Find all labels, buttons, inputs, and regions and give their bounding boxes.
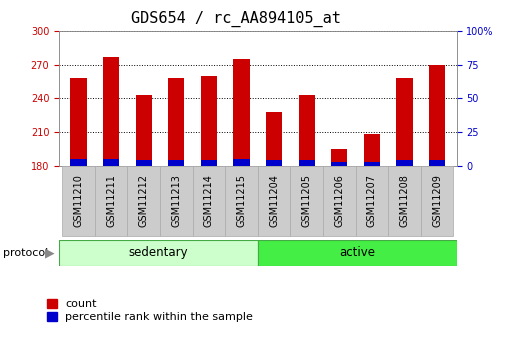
Bar <box>258 166 290 236</box>
Text: GSM11205: GSM11205 <box>302 175 312 227</box>
Text: GDS654 / rc_AA894105_at: GDS654 / rc_AA894105_at <box>131 10 341 27</box>
Bar <box>388 166 421 236</box>
Text: GSM11213: GSM11213 <box>171 175 181 227</box>
Bar <box>192 166 225 236</box>
Bar <box>266 160 282 166</box>
Text: GSM11214: GSM11214 <box>204 175 214 227</box>
Bar <box>331 149 347 166</box>
Bar <box>299 160 315 166</box>
Text: GSM11207: GSM11207 <box>367 175 377 227</box>
Legend: count, percentile rank within the sample: count, percentile rank within the sample <box>47 299 253 323</box>
Text: GSM11211: GSM11211 <box>106 175 116 227</box>
Bar <box>429 160 445 166</box>
Bar <box>62 166 95 236</box>
Text: GSM11215: GSM11215 <box>236 175 246 227</box>
Bar <box>95 166 127 236</box>
Text: protocol: protocol <box>3 248 48 257</box>
Bar <box>168 160 185 166</box>
Text: active: active <box>339 246 375 259</box>
Bar <box>59 240 258 266</box>
Bar <box>103 57 120 166</box>
Text: ▶: ▶ <box>46 246 55 259</box>
Text: GSM11209: GSM11209 <box>432 175 442 227</box>
Text: sedentary: sedentary <box>129 246 188 259</box>
Bar <box>331 161 347 166</box>
Text: GSM11208: GSM11208 <box>400 175 409 227</box>
Bar <box>258 240 457 266</box>
Bar <box>266 112 282 166</box>
Bar <box>201 76 217 166</box>
Bar <box>103 159 120 166</box>
Bar <box>70 78 87 166</box>
Bar <box>396 78 412 166</box>
Bar <box>160 166 192 236</box>
Bar <box>233 159 250 166</box>
Text: GSM11212: GSM11212 <box>139 175 149 227</box>
Bar <box>135 95 152 166</box>
Bar <box>135 160 152 166</box>
Bar <box>356 166 388 236</box>
Text: GSM11204: GSM11204 <box>269 175 279 227</box>
Bar <box>225 166 258 236</box>
Bar <box>396 160 412 166</box>
Bar <box>290 166 323 236</box>
Bar <box>429 65 445 166</box>
Bar <box>364 161 380 166</box>
Bar <box>127 166 160 236</box>
Bar <box>233 59 250 166</box>
Bar <box>364 134 380 166</box>
Bar <box>70 159 87 166</box>
Bar <box>299 95 315 166</box>
Text: GSM11210: GSM11210 <box>73 175 84 227</box>
Text: GSM11206: GSM11206 <box>334 175 344 227</box>
Bar <box>323 166 356 236</box>
Bar <box>168 78 185 166</box>
Bar <box>421 166 453 236</box>
Bar <box>201 160 217 166</box>
